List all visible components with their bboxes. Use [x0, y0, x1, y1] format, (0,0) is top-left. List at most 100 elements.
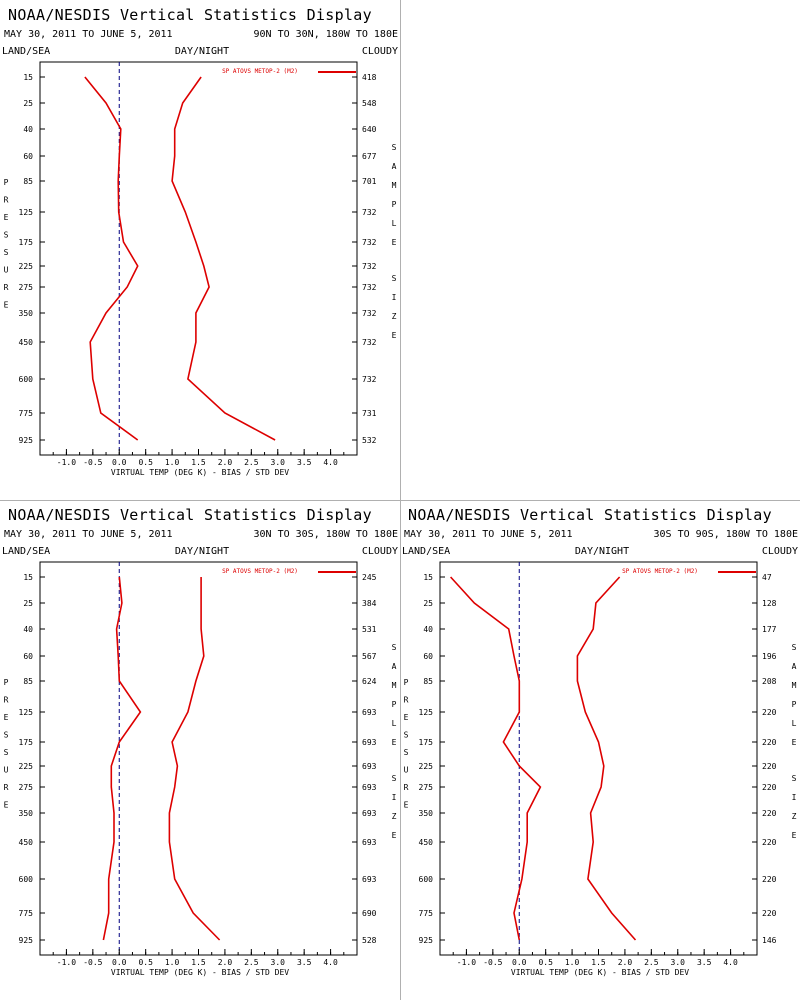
chart-title: NOAA/NESDIS Vertical Statistics Display: [8, 506, 372, 524]
land-sea-label: LAND/SEA: [402, 546, 450, 557]
x-tick-label: 3.0: [671, 958, 686, 967]
std-dev-line: [168, 577, 221, 941]
sample-size-label: 177: [762, 625, 777, 634]
sample-size-axis-letter: S: [392, 643, 397, 652]
sample-size-label: 732: [362, 262, 377, 271]
pressure-level-label: 125: [19, 208, 34, 217]
sample-size-label: 146: [762, 936, 777, 945]
pressure-level-label: 275: [19, 783, 34, 792]
sample-size-label: 196: [762, 652, 777, 661]
sample-size-axis-letter: A: [392, 662, 397, 671]
pressure-level-label: 15: [23, 73, 33, 82]
sample-size-label: 677: [362, 152, 377, 161]
sample-size-label: 624: [362, 677, 377, 686]
land-sea-label: LAND/SEA: [2, 546, 50, 557]
pressure-level-label: 40: [423, 625, 433, 634]
pressure-level-label: 175: [19, 738, 34, 747]
x-axis-label: VIRTUAL TEMP (DEG K) - BIAS / STD DEV: [111, 468, 289, 477]
pressure-axis-letter: R: [4, 283, 9, 292]
sample-size-axis-letter: Z: [792, 812, 797, 821]
pressure-level-label: 40: [23, 125, 33, 134]
pressure-level-label: 225: [419, 762, 434, 771]
pressure-axis-letter: P: [4, 178, 9, 187]
legend-label: SP ATOVS METOP-2 (M2): [622, 568, 698, 575]
pressure-level-label: 450: [419, 838, 434, 847]
pressure-axis-letter: S: [404, 731, 409, 740]
pressure-level-label: 350: [19, 309, 34, 318]
x-tick-label: 2.0: [218, 958, 233, 967]
x-tick-label: 4.0: [323, 458, 338, 467]
pressure-axis-letter: E: [4, 801, 9, 810]
x-tick-label: -1.0: [57, 958, 76, 967]
pressure-axis-letter: R: [4, 783, 9, 792]
x-tick-label: -0.5: [83, 458, 102, 467]
sample-size-label: 640: [362, 125, 377, 134]
x-tick-label: 2.5: [644, 958, 659, 967]
x-tick-label: 2.0: [618, 958, 633, 967]
pressure-level-label: 85: [423, 677, 433, 686]
sample-size-axis-letter: P: [392, 700, 397, 709]
pressure-axis-letter: R: [4, 196, 9, 205]
pressure-axis-letter: S: [4, 248, 9, 257]
date-range: MAY 30, 2011 TO JUNE 5, 2011: [4, 529, 173, 540]
x-tick-label: -0.5: [83, 958, 102, 967]
chart-svg: NOAA/NESDIS Vertical Statistics Display M…: [2, 6, 398, 477]
sample-size-label: 567: [362, 652, 377, 661]
sample-size-label: 528: [362, 936, 377, 945]
x-tick-label: 0.0: [112, 458, 127, 467]
x-tick-label: -1.0: [457, 958, 476, 967]
pressure-level-label: 925: [419, 936, 434, 945]
date-range: MAY 30, 2011 TO JUNE 5, 2011: [4, 29, 173, 40]
pressure-level-label: 85: [23, 677, 33, 686]
bias-line: [450, 576, 542, 941]
cloudy-label: CLOUDY: [362, 46, 398, 57]
pressure-level-label: 60: [23, 652, 33, 661]
pressure-level-label: 175: [419, 738, 434, 747]
pressure-level-label: 600: [419, 875, 434, 884]
pressure-level-label: 600: [19, 875, 34, 884]
x-tick-label: 0.5: [538, 958, 553, 967]
chart-panel-tropics: NOAA/NESDIS Vertical Statistics Display M…: [0, 500, 400, 1000]
sample-size-axis-letter: E: [792, 738, 797, 747]
sample-size-label: 693: [362, 809, 377, 818]
pressure-level-label: 775: [419, 909, 434, 918]
sample-size-label: 693: [362, 762, 377, 771]
pressure-axis-letter: U: [4, 266, 9, 275]
sample-size-axis-letter: E: [392, 238, 397, 247]
bias-line: [102, 576, 142, 941]
pressure-axis-letter: E: [4, 713, 9, 722]
pressure-level-label: 350: [419, 809, 434, 818]
chart-title: NOAA/NESDIS Vertical Statistics Display: [408, 506, 772, 524]
pressure-level-label: 450: [19, 338, 34, 347]
x-tick-label: 2.0: [218, 458, 233, 467]
sample-size-label: 220: [762, 762, 777, 771]
x-tick-label: 1.0: [165, 458, 180, 467]
pressure-axis-letter: E: [404, 713, 409, 722]
sample-size-axis-letter: Z: [392, 812, 397, 821]
pressure-level-label: 25: [23, 599, 33, 608]
sample-size-label: 220: [762, 909, 777, 918]
x-tick-label: 1.5: [591, 958, 606, 967]
x-tick-label: 1.5: [191, 958, 206, 967]
pressure-axis-letter: S: [4, 231, 9, 240]
x-tick-label: 4.0: [323, 958, 338, 967]
sample-size-axis-letter: L: [392, 719, 397, 728]
sample-size-axis-letter: S: [392, 274, 397, 283]
pressure-level-label: 15: [423, 573, 433, 582]
pressure-level-label: 350: [19, 809, 34, 818]
sample-size-label: 220: [762, 875, 777, 884]
std-dev-line: [576, 576, 637, 941]
sample-size-axis-letter: S: [392, 774, 397, 783]
x-tick-label: 2.5: [244, 458, 259, 467]
sample-size-axis-letter: P: [792, 700, 797, 709]
day-night-label: DAY/NIGHT: [575, 546, 629, 557]
pressure-level-label: 40: [23, 625, 33, 634]
pressure-level-label: 15: [23, 573, 33, 582]
x-tick-label: 0.5: [138, 958, 153, 967]
sample-size-axis-letter: M: [392, 681, 397, 690]
pressure-level-label: 60: [423, 652, 433, 661]
pressure-axis-letter: P: [404, 678, 409, 687]
pressure-axis-letter: E: [4, 301, 9, 310]
cloudy-label: CLOUDY: [362, 546, 398, 557]
x-axis-label: VIRTUAL TEMP (DEG K) - BIAS / STD DEV: [111, 968, 289, 977]
